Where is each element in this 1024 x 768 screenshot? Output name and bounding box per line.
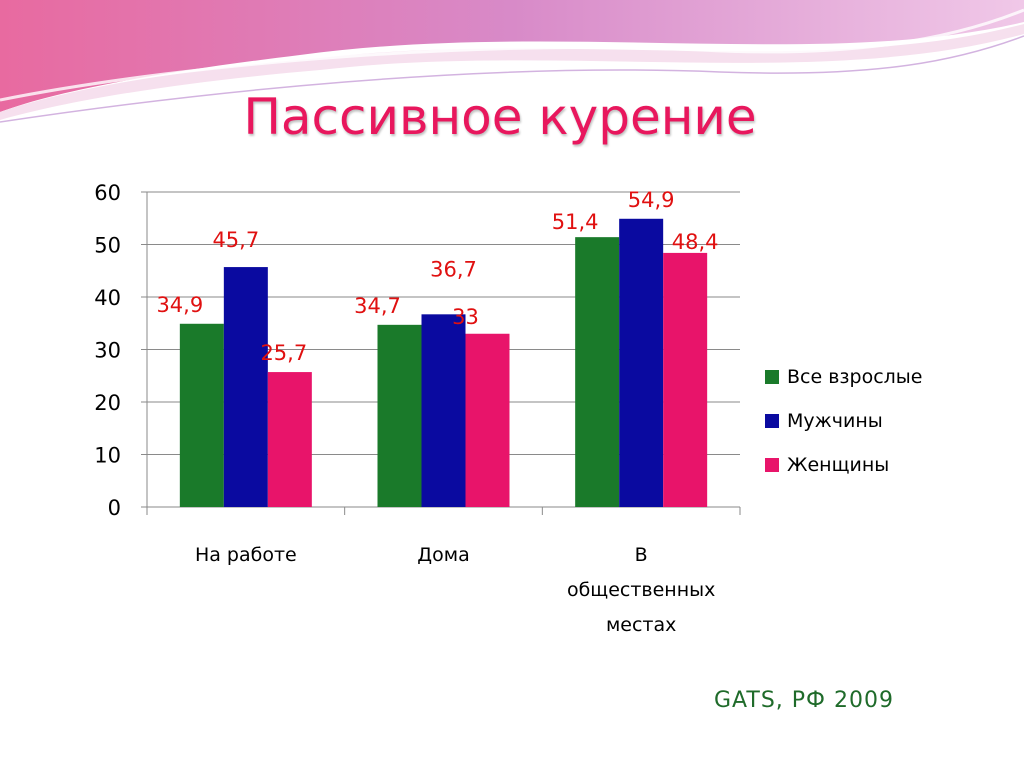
y-tick-label: 40: [94, 286, 121, 310]
data-label: 34,9: [156, 293, 203, 317]
data-label: 48,4: [672, 230, 719, 254]
legend-swatch: [765, 458, 779, 472]
data-label: 54,9: [628, 188, 675, 212]
legend-item-women: Женщины: [765, 443, 922, 487]
bar-men: [619, 218, 664, 507]
y-tick-label: 10: [94, 444, 121, 468]
y-tick-label: 20: [94, 391, 121, 415]
slide-title: Пассивное курение: [243, 88, 757, 146]
data-label: 25,7: [260, 341, 307, 365]
data-label: 33: [452, 305, 479, 329]
category-label: Дома: [417, 544, 469, 566]
category-label: местах: [606, 614, 676, 636]
data-label: 36,7: [430, 257, 477, 281]
data-label: 45,7: [212, 228, 259, 252]
bar-all-adults: [575, 237, 620, 507]
legend-label: Женщины: [787, 454, 890, 476]
category-label: В: [635, 544, 648, 566]
category-label: На работе: [195, 544, 297, 566]
legend-label: Все взрослые: [787, 366, 923, 388]
bar-men: [421, 314, 466, 507]
bar-women: [663, 252, 708, 507]
data-labels: 34,9 45,7 25,7 34,7 36,7 33 51,4 54,9 48,4: [156, 188, 718, 365]
category-label: общественных: [567, 579, 715, 601]
y-tick-label: 30: [94, 339, 121, 363]
legend-swatch: [765, 414, 779, 428]
bar-all-adults: [179, 323, 224, 507]
data-label: 51,4: [552, 210, 599, 234]
legend-label: Мужчины: [787, 410, 883, 432]
legend-item-men: Мужчины: [765, 399, 922, 443]
bars: [179, 218, 708, 507]
y-tick-label: 60: [94, 181, 121, 205]
legend: Все взрослые Мужчины Женщины: [765, 355, 922, 487]
bar-all-adults: [377, 324, 422, 507]
bar-women: [267, 372, 312, 507]
legend-swatch: [765, 370, 779, 384]
bar-men: [223, 267, 268, 507]
y-tick-label: 50: [94, 234, 121, 258]
source-caption: GATS, РФ 2009: [714, 688, 894, 713]
legend-item-all-adults: Все взрослые: [765, 355, 922, 399]
axes: 0 10 20 30 40 50 60: [94, 181, 741, 520]
bar-women: [465, 333, 510, 507]
y-tick-label: 0: [108, 496, 121, 520]
data-label: 34,7: [354, 294, 401, 318]
